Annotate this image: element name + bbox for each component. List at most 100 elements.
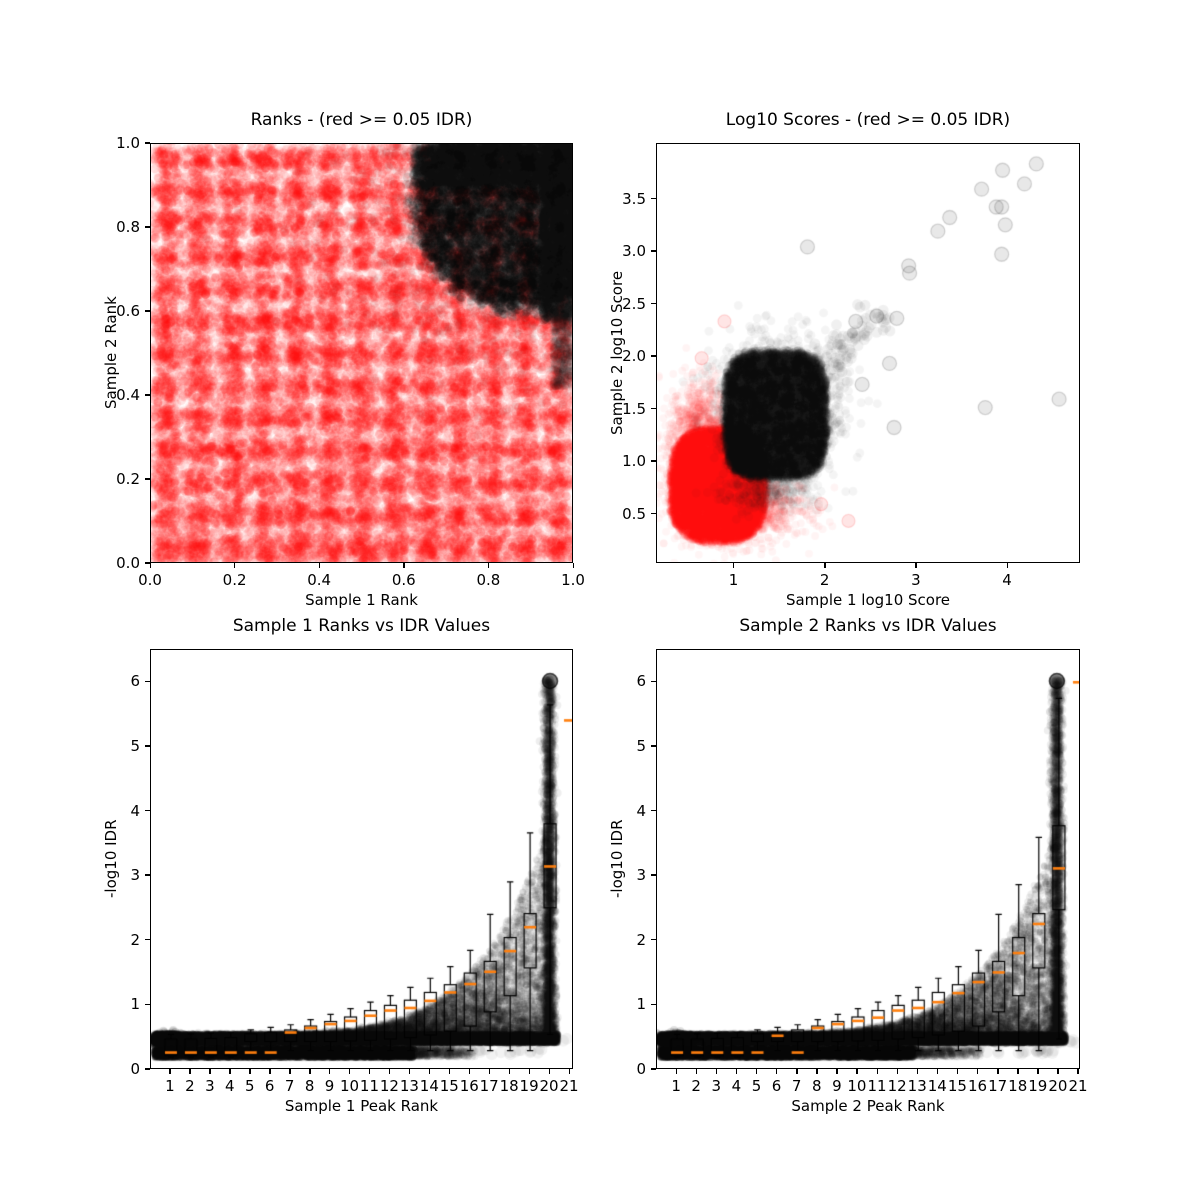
y-tick-label: 0	[130, 1060, 140, 1078]
x-tick-mark	[876, 1069, 878, 1074]
chart-title: Sample 2 Ranks vs IDR Values	[739, 616, 997, 636]
x-tick-label: 15	[947, 1077, 967, 1095]
x-tick-label: 6	[771, 1077, 782, 1095]
y-tick-mark	[145, 874, 150, 876]
y-tick-label: 3	[636, 866, 646, 885]
x-tick-mark	[487, 563, 490, 568]
y-tick-mark	[651, 939, 656, 941]
y-tick-mark	[651, 1003, 656, 1006]
plot-area	[150, 649, 573, 1069]
y-tick-mark	[651, 874, 656, 876]
x-tick-mark	[488, 1069, 491, 1074]
y-tick-mark	[145, 939, 150, 941]
y-tick-label: 0	[636, 1060, 646, 1078]
x-tick-label: 1	[728, 571, 739, 589]
y-tick-mark	[651, 1068, 656, 1070]
x-tick-label: 9	[324, 1077, 335, 1095]
x-tick-label: 10	[847, 1077, 867, 1095]
x-tick-label: 10	[339, 1077, 360, 1095]
scatter-canvas	[151, 650, 572, 1068]
x-tick-label: 0.2	[222, 571, 247, 589]
x-axis-label: Sample 2 Peak Rank	[791, 1097, 945, 1115]
x-tick-mark	[1006, 563, 1008, 568]
x-tick-mark	[403, 563, 405, 568]
x-tick-label: 4	[731, 1077, 742, 1095]
x-tick-label: 8	[304, 1077, 315, 1095]
y-tick-mark	[145, 680, 150, 682]
y-tick-mark	[145, 310, 150, 312]
y-axis-label: Sample 2 Rank	[102, 296, 120, 410]
x-tick-mark	[715, 1069, 718, 1074]
y-tick-mark	[145, 809, 150, 812]
x-tick-mark	[796, 1069, 798, 1074]
x-tick-mark	[1077, 1069, 1079, 1074]
x-tick-mark	[568, 1069, 570, 1074]
x-tick-mark	[675, 1069, 677, 1074]
scatter-canvas	[657, 650, 1079, 1068]
x-tick-mark	[824, 563, 826, 568]
y-tick-mark	[145, 1003, 150, 1006]
x-tick-label: 8	[811, 1077, 822, 1095]
y-tick-mark	[145, 478, 150, 480]
x-tick-label: 1	[165, 1077, 175, 1095]
plot-area	[656, 143, 1080, 563]
x-tick-label: 18	[499, 1077, 519, 1095]
x-tick-mark	[1057, 1069, 1059, 1074]
x-tick-label: 5	[751, 1077, 762, 1095]
x-tick-mark	[149, 563, 151, 568]
x-tick-label: 7	[284, 1077, 295, 1095]
x-tick-label: 17	[988, 1077, 1008, 1095]
x-tick-mark	[733, 563, 735, 568]
x-tick-mark	[189, 1069, 191, 1074]
x-tick-mark	[572, 563, 574, 568]
x-tick-mark	[1037, 1069, 1039, 1074]
y-tick-label: 5	[130, 736, 140, 755]
y-tick-label: 3	[130, 866, 140, 885]
x-tick-mark	[329, 1069, 331, 1074]
x-tick-label: 16	[459, 1077, 479, 1095]
x-tick-mark	[289, 1069, 291, 1074]
y-tick-label: 3.5	[622, 189, 646, 208]
y-tick-label: 0.6	[116, 302, 140, 320]
x-tick-label: 21	[559, 1077, 579, 1095]
x-tick-mark	[896, 1069, 899, 1074]
x-tick-mark	[408, 1069, 411, 1074]
y-tick-label: 2	[636, 930, 646, 949]
x-tick-mark	[695, 1069, 698, 1074]
x-tick-label: 11	[867, 1077, 887, 1095]
y-tick-label: 6	[636, 672, 646, 691]
y-tick-label: 2.0	[622, 347, 646, 366]
x-tick-label: 1	[671, 1077, 681, 1095]
x-tick-mark	[856, 1069, 858, 1074]
x-tick-mark	[977, 1069, 979, 1074]
x-tick-label: 19	[519, 1077, 539, 1095]
y-tick-label: 1.5	[622, 399, 646, 418]
y-tick-label: 0.8	[116, 218, 140, 236]
x-tick-label: 0.0	[138, 571, 162, 589]
x-tick-mark	[309, 1069, 311, 1074]
y-tick-label: 0.5	[622, 504, 646, 523]
x-tick-mark	[528, 1069, 530, 1074]
y-tick-label: 1.0	[622, 452, 646, 471]
y-tick-mark	[145, 745, 150, 747]
x-tick-label: 12	[887, 1077, 907, 1095]
x-tick-label: 5	[244, 1077, 255, 1095]
x-tick-label: 21	[1068, 1077, 1088, 1095]
x-tick-mark	[349, 1069, 351, 1074]
x-tick-label: 2	[819, 571, 830, 589]
y-tick-mark	[145, 142, 150, 144]
x-tick-label: 3	[205, 1077, 215, 1095]
x-tick-label: 0.4	[307, 571, 332, 589]
y-tick-mark	[651, 355, 656, 357]
x-tick-label: 20	[1048, 1077, 1068, 1095]
y-tick-mark	[651, 302, 656, 305]
x-tick-mark	[816, 1069, 818, 1074]
y-tick-mark	[651, 250, 656, 252]
x-tick-label: 0.8	[476, 571, 501, 589]
x-tick-label: 3	[711, 1077, 722, 1095]
x-tick-label: 4	[225, 1077, 235, 1095]
x-tick-mark	[229, 1069, 231, 1074]
x-tick-mark	[249, 1069, 251, 1074]
x-tick-mark	[916, 1069, 919, 1074]
